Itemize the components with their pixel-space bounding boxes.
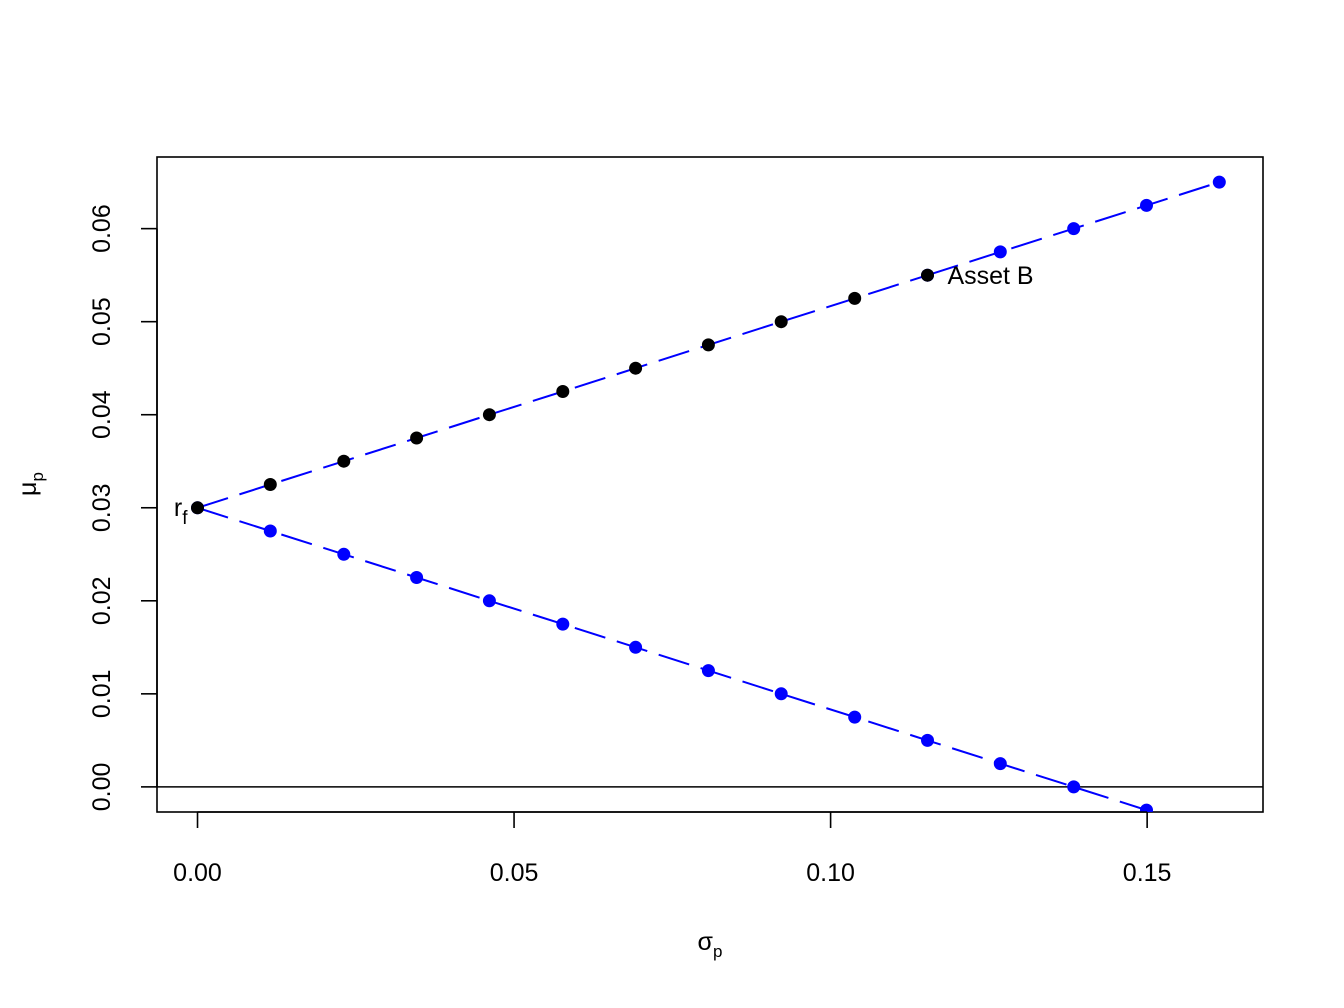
annotations: rf Asset B xyxy=(174,262,1034,529)
series-1-point xyxy=(1140,198,1153,212)
series-3-point xyxy=(556,385,570,398)
series-2-point xyxy=(482,594,496,608)
y-axis-label-main: μ xyxy=(14,482,42,496)
series-3-point xyxy=(774,315,788,329)
series-2-point xyxy=(774,687,788,701)
series-2-point xyxy=(1067,780,1081,794)
x-axis-label-main: σ xyxy=(698,928,714,956)
y-tick-label: 0.03 xyxy=(88,483,116,532)
series-2-point xyxy=(410,571,424,584)
series-3-point xyxy=(191,501,204,515)
series-2-point xyxy=(629,640,643,654)
series-3-point xyxy=(848,291,862,305)
x-tick-label: 0.05 xyxy=(490,859,539,887)
y-axis: 0.00 0.01 0.02 0.03 0.04 0.05 0.06 xyxy=(88,204,158,812)
annotation-risk-free-sub: f xyxy=(182,508,188,529)
annotation-risk-free-main: r xyxy=(174,494,182,522)
y-axis-label: μp xyxy=(14,472,47,496)
series-points xyxy=(191,175,1226,812)
series-2-point xyxy=(337,547,351,561)
y-axis-label-sub: p xyxy=(28,472,47,481)
series-line-2 xyxy=(197,506,1147,812)
x-tick-label: 0.00 xyxy=(173,859,222,887)
series-1-point xyxy=(993,245,1007,259)
series-3-point xyxy=(263,478,277,491)
series-1-point xyxy=(1212,175,1226,189)
plot-frame xyxy=(156,156,1264,813)
y-tick-label: 0.01 xyxy=(88,669,116,718)
y-tick-label: 0.06 xyxy=(88,204,116,253)
x-axis-label-sub: p xyxy=(713,942,722,961)
series-2-point xyxy=(263,524,277,538)
x-tick-label: 0.10 xyxy=(806,859,855,887)
x-axis: 0.00 0.05 0.10 0.15 xyxy=(173,811,1172,887)
series-2-point xyxy=(848,710,862,724)
series-2-point xyxy=(993,757,1007,771)
annotation-risk-free: rf xyxy=(174,494,188,529)
series-2-point xyxy=(701,664,715,678)
series-3-point xyxy=(629,361,643,375)
series-2-point xyxy=(556,617,570,631)
series-2-point xyxy=(921,733,934,747)
series-2-point xyxy=(1140,803,1153,812)
series-lines xyxy=(157,181,1263,812)
y-tick-label: 0.02 xyxy=(88,576,116,625)
series-3-point xyxy=(337,454,351,468)
x-tick-label: 0.15 xyxy=(1123,859,1172,887)
y-tick-label: 0.00 xyxy=(88,763,116,812)
y-tick-label: 0.04 xyxy=(88,390,116,439)
series-3-point xyxy=(701,338,715,352)
annotation-asset-b: Asset B xyxy=(947,262,1033,290)
series-3-point xyxy=(921,268,934,282)
y-tick-label: 0.05 xyxy=(88,297,116,346)
series-3-point xyxy=(482,408,496,422)
series-1-point xyxy=(1067,222,1081,236)
x-axis-label: σp xyxy=(698,928,723,961)
series-3-point xyxy=(410,431,424,445)
